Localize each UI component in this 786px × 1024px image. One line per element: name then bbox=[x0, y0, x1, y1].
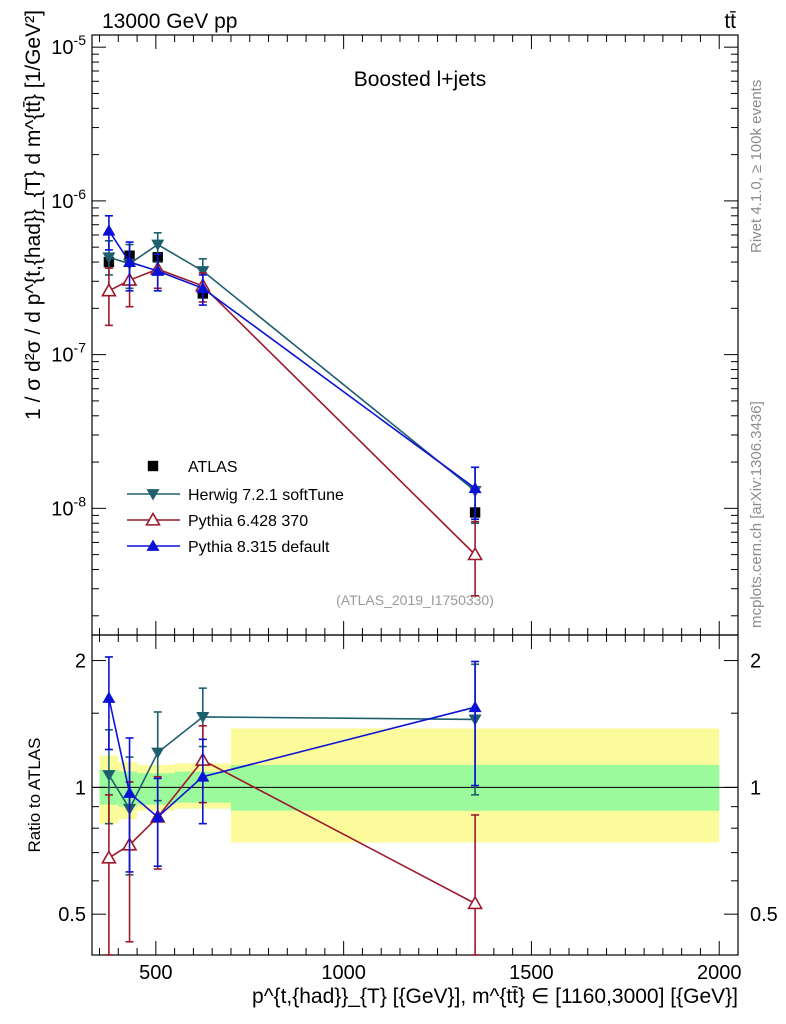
x-tick-label: 1500 bbox=[509, 962, 554, 984]
legend: ATLAS Herwig 7.2.1 softTune Pythia 6.428 3… bbox=[127, 459, 344, 556]
upper-line-1 bbox=[108, 243, 476, 492]
ratio-point bbox=[468, 700, 482, 713]
legend-marker bbox=[146, 489, 160, 501]
x-axis-title: p^{t,{had}}_{T} [{GeV}], m^{tt̄} ∈ [1160… bbox=[252, 985, 738, 1008]
upper-point bbox=[102, 252, 116, 264]
legend-marker bbox=[145, 511, 161, 526]
legend-label: ATLAS bbox=[188, 459, 238, 476]
watermark: (ATLAS_2019_I1750330) bbox=[336, 592, 494, 608]
ratio-point bbox=[151, 747, 165, 760]
upper-y-tick-base: 10 bbox=[51, 191, 73, 213]
upper-y-axis-title: 1 / σ d²σ / d p^{t,{had}}_{T} d m^{tt̄} … bbox=[22, 10, 45, 420]
mcplots-label: mcplots.cern.ch [arXiv:1306.3436] bbox=[748, 401, 765, 628]
upper-point bbox=[102, 224, 116, 236]
upper-y-tick-exponent: -6 bbox=[74, 186, 87, 202]
lower-y-tick-label-right: 1 bbox=[750, 777, 761, 799]
ratio-point bbox=[102, 691, 116, 703]
ratio-point bbox=[101, 849, 117, 864]
ratio-uncertainty-bands bbox=[92, 728, 738, 843]
ratio-point bbox=[151, 810, 165, 822]
lower-y-tick-label-left: 2 bbox=[75, 651, 86, 673]
ratio-point bbox=[196, 712, 210, 724]
lower-plot-frame bbox=[91, 634, 739, 956]
upper-series bbox=[101, 214, 483, 597]
upper-y-tick-base: 10 bbox=[51, 345, 73, 367]
lower-y-tick-label-left: 1 bbox=[75, 777, 86, 799]
legend-label: Pythia 8.315 default bbox=[188, 539, 330, 556]
upper-y-tick-exponent: -7 bbox=[74, 340, 87, 356]
upper-point bbox=[101, 282, 117, 297]
upper-y-tick-label: 10-6 bbox=[51, 186, 86, 213]
upper-point bbox=[196, 281, 210, 294]
rivet-version-label: Rivet 4.1.0, ≥ 100k events bbox=[748, 80, 765, 253]
upper-point bbox=[151, 264, 165, 276]
ratio-point bbox=[467, 895, 483, 910]
upper-y-tick-label: 10-7 bbox=[51, 340, 86, 367]
legend-marker bbox=[147, 460, 159, 472]
x-tick-label: 500 bbox=[139, 962, 172, 984]
lower-series bbox=[101, 656, 483, 956]
upper-line-2 bbox=[108, 268, 476, 556]
legend-label: Pythia 6.428 370 bbox=[188, 513, 308, 530]
upper-point bbox=[151, 239, 165, 252]
lower-y-tick-label-right: 2 bbox=[750, 651, 761, 673]
lower-y-tick-label-left: 0.5 bbox=[58, 904, 86, 926]
x-tick-label: 1000 bbox=[321, 962, 366, 984]
lower-y-axis-title: Ratio to ATLAS bbox=[25, 738, 44, 853]
header-left-label: 13000 GeV pp bbox=[102, 10, 237, 33]
ratio-point bbox=[196, 770, 210, 782]
upper-line-3 bbox=[108, 230, 476, 489]
upper-point bbox=[467, 546, 483, 561]
lower-y-tick-label-right: 0.5 bbox=[750, 904, 778, 926]
upper-y-tick-base: 10 bbox=[51, 498, 73, 520]
upper-point bbox=[123, 255, 137, 267]
upper-y-tick-label: 10-8 bbox=[51, 493, 86, 520]
ratio-point bbox=[123, 786, 137, 798]
upper-y-tick-label: 10-5 bbox=[51, 32, 86, 59]
plot-title: Boosted l+jets bbox=[354, 68, 487, 91]
upper-y-tick-exponent: -8 bbox=[74, 493, 87, 509]
header-right-label: tt̄ bbox=[724, 10, 736, 33]
upper-y-tick-exponent: -5 bbox=[74, 32, 87, 48]
upper-point bbox=[196, 266, 210, 278]
legend-label: Herwig 7.2.1 softTune bbox=[188, 487, 344, 504]
legend-marker bbox=[146, 539, 160, 551]
ratio-point bbox=[102, 770, 116, 782]
x-tick-label: 2000 bbox=[697, 962, 742, 984]
ratio-band-inner bbox=[118, 771, 138, 807]
upper-point bbox=[468, 481, 482, 494]
plot-frames bbox=[91, 34, 739, 956]
upper-y-tick-base: 10 bbox=[51, 37, 73, 59]
